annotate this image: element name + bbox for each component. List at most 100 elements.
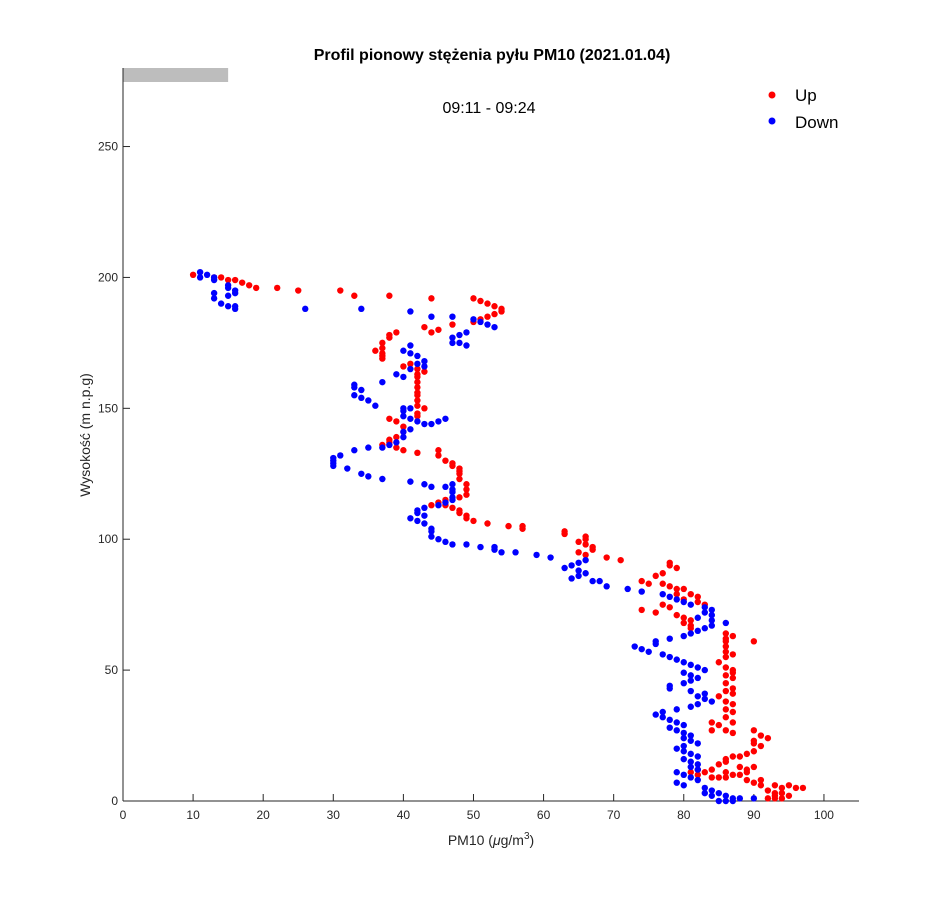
data-point-down — [428, 313, 435, 320]
data-point-down — [428, 483, 435, 491]
data-point-up — [694, 598, 701, 606]
data-point-down — [722, 797, 730, 805]
data-point-up — [743, 750, 751, 758]
data-point-down — [687, 737, 694, 744]
data-point-down — [330, 462, 337, 470]
data-point-down — [694, 693, 701, 700]
series-down — [196, 268, 758, 805]
data-point-up — [673, 590, 680, 598]
data-point-up — [252, 284, 260, 292]
data-point-down — [407, 478, 414, 485]
data-point-down — [694, 766, 701, 773]
data-point-down — [400, 428, 407, 436]
data-point-down — [407, 415, 414, 422]
data-point-up — [722, 679, 730, 687]
data-point-down — [463, 342, 470, 349]
data-point-down — [680, 734, 687, 742]
data-point-up — [379, 344, 386, 352]
data-point-down — [722, 619, 730, 627]
data-point-down — [603, 583, 610, 590]
data-point-up — [414, 384, 421, 391]
data-point-down — [687, 703, 694, 710]
chart-title: Profil pionowy stężenia pyłu PM10 (2021.… — [314, 47, 671, 64]
data-point-up — [764, 795, 772, 802]
data-point-up — [231, 276, 239, 284]
data-point-down — [680, 632, 687, 640]
x-tick-label: 10 — [186, 808, 200, 822]
data-point-up — [393, 329, 400, 336]
data-point-down — [568, 562, 575, 569]
data-point-up — [743, 769, 751, 776]
data-point-down — [224, 303, 232, 310]
data-point-down — [659, 590, 666, 598]
series-up — [189, 271, 807, 802]
data-point-down — [680, 771, 687, 779]
legend-label-up: Up — [795, 86, 817, 105]
data-point-down — [421, 358, 428, 365]
data-point-down — [694, 674, 701, 682]
data-point-down — [701, 695, 708, 703]
data-point-down — [701, 604, 708, 611]
data-point-down — [386, 441, 393, 449]
data-point-up — [694, 593, 701, 601]
data-point-up — [708, 766, 715, 773]
data-point-up — [757, 782, 765, 789]
data-point-up — [645, 580, 652, 587]
data-point-up — [750, 727, 758, 734]
data-point-up — [687, 625, 694, 632]
data-points — [189, 268, 807, 805]
data-point-up — [729, 651, 737, 658]
data-point-down — [442, 483, 449, 491]
x-tick-label: 50 — [467, 808, 481, 822]
x-tick-label: 40 — [397, 808, 411, 822]
x-tick-label: 60 — [537, 808, 551, 822]
data-point-down — [365, 473, 372, 480]
data-point-down — [666, 685, 673, 692]
data-point-down — [407, 350, 414, 357]
data-point-up — [386, 415, 393, 422]
data-point-down — [708, 606, 715, 614]
data-point-down — [680, 782, 687, 789]
data-point-down — [435, 418, 442, 425]
data-point-down — [680, 679, 687, 687]
data-point-down — [694, 627, 701, 635]
data-point-up — [673, 564, 680, 572]
data-point-up — [449, 321, 456, 328]
data-point-down — [224, 284, 232, 292]
data-point-up — [477, 297, 484, 305]
data-point-down — [652, 640, 659, 648]
data-point-down — [631, 643, 638, 650]
x-tick-label: 0 — [120, 808, 127, 822]
legend[interactable]: Up Down — [768, 86, 839, 132]
data-point-up — [785, 792, 793, 799]
data-point-down — [407, 405, 414, 412]
data-point-down — [638, 588, 645, 595]
data-point-down — [484, 321, 491, 328]
data-point-up — [463, 491, 470, 498]
data-point-up — [428, 501, 435, 509]
data-point-up — [582, 551, 589, 559]
data-point-down — [687, 763, 694, 771]
data-point-down — [407, 308, 414, 315]
data-point-down — [435, 501, 442, 509]
data-point-down — [694, 700, 701, 708]
data-point-up — [414, 449, 421, 457]
data-point-down — [407, 342, 414, 349]
data-point-down — [701, 789, 708, 797]
data-point-down — [701, 784, 708, 792]
data-point-down — [708, 611, 715, 619]
data-point-up — [708, 727, 715, 734]
data-point-up — [701, 769, 708, 776]
data-point-down — [379, 475, 386, 483]
data-point-down — [680, 721, 687, 729]
data-point-down — [449, 339, 456, 347]
data-point-down — [659, 714, 666, 721]
legend-marker-down — [768, 117, 776, 125]
data-point-up — [428, 295, 435, 302]
data-point-up — [757, 732, 765, 739]
y-tick-label: 150 — [98, 401, 118, 415]
data-point-up — [708, 774, 715, 781]
data-point-down — [210, 276, 218, 284]
data-point-down — [547, 554, 554, 561]
data-point-up — [463, 515, 470, 522]
